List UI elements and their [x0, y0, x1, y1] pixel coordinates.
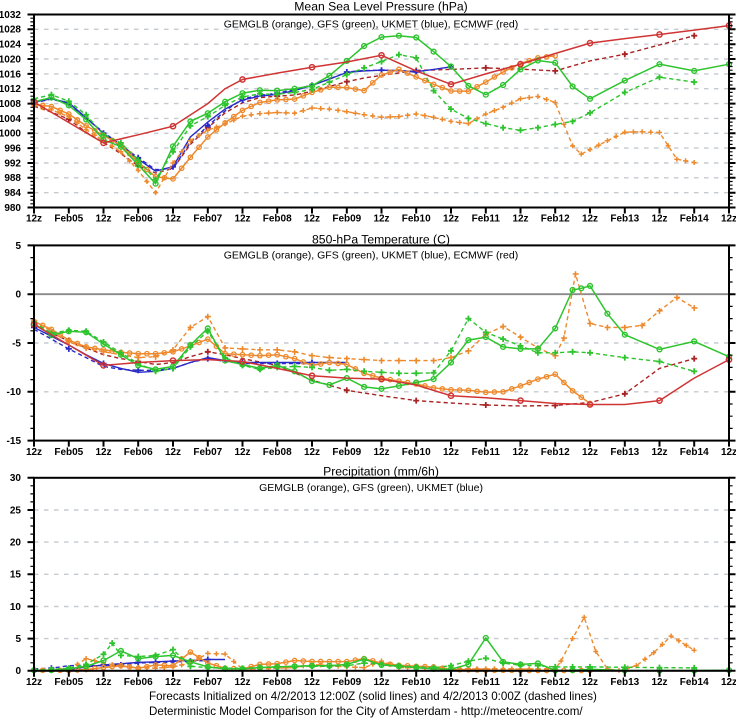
svg-text:12z: 12z: [234, 447, 250, 458]
svg-text:5: 5: [15, 241, 21, 252]
svg-text:Feb09: Feb09: [332, 447, 361, 458]
svg-text:Feb05: Feb05: [54, 677, 83, 688]
svg-text:1028: 1028: [0, 25, 21, 36]
svg-text:Feb09: Feb09: [332, 214, 361, 225]
svg-text:GEMGLB (orange), GFS (green),: GEMGLB (orange), GFS (green), UKMET (blu…: [224, 19, 518, 31]
svg-text:12z: 12z: [234, 214, 250, 225]
svg-text:Feb08: Feb08: [263, 677, 292, 688]
svg-text:12z: 12z: [582, 677, 598, 688]
svg-text:12z: 12z: [165, 447, 181, 458]
svg-text:12z: 12z: [95, 214, 111, 225]
svg-text:Feb07: Feb07: [193, 677, 222, 688]
svg-text:984: 984: [4, 188, 21, 199]
svg-text:Feb14: Feb14: [680, 677, 709, 688]
svg-text:15: 15: [10, 570, 22, 581]
svg-text:12z: 12z: [651, 677, 667, 688]
svg-text:12z: 12z: [373, 677, 389, 688]
svg-text:1004: 1004: [0, 114, 21, 125]
svg-text:Feb10: Feb10: [402, 447, 431, 458]
svg-text:Feb05: Feb05: [54, 447, 83, 458]
svg-text:Feb09: Feb09: [332, 677, 361, 688]
svg-text:GEMGLB (orange), GFS (green),: GEMGLB (orange), GFS (green), UKMET (blu…: [224, 249, 518, 261]
svg-text:Feb11: Feb11: [472, 447, 501, 458]
svg-text:980: 980: [4, 203, 21, 214]
svg-text:30: 30: [10, 473, 22, 484]
svg-text:12z: 12z: [512, 447, 528, 458]
svg-text:Feb13: Feb13: [610, 214, 639, 225]
svg-text:Feb05: Feb05: [54, 214, 83, 225]
svg-text:GEMGLB (orange), GFS (green),: GEMGLB (orange), GFS (green), UKMET (blu…: [259, 482, 483, 494]
svg-text:Feb12: Feb12: [541, 677, 570, 688]
svg-text:12z: 12z: [582, 447, 598, 458]
svg-text:Deterministic Model Comparison: Deterministic Model Comparison for the C…: [149, 705, 583, 718]
svg-text:1012: 1012: [0, 84, 21, 95]
svg-text:1008: 1008: [0, 99, 21, 110]
svg-text:12z: 12z: [651, 214, 667, 225]
svg-text:Feb14: Feb14: [680, 447, 709, 458]
svg-text:850-hPa Temperature (C): 850-hPa Temperature (C): [312, 232, 450, 246]
svg-text:12z: 12z: [304, 447, 320, 458]
svg-text:12z: 12z: [26, 447, 42, 458]
svg-text:Forecasts Initialized on 4/2/2: Forecasts Initialized on 4/2/2013 12:00Z…: [149, 690, 597, 703]
svg-text:1000: 1000: [0, 129, 21, 140]
svg-text:12z: 12z: [304, 214, 320, 225]
svg-text:-15: -15: [7, 436, 22, 447]
svg-text:Feb11: Feb11: [472, 214, 501, 225]
svg-text:12z: 12z: [304, 677, 320, 688]
svg-text:12z: 12z: [373, 214, 389, 225]
svg-text:10: 10: [10, 602, 22, 613]
svg-text:Precipitation (mm/6h): Precipitation (mm/6h): [323, 464, 439, 478]
svg-text:12z: 12z: [95, 447, 111, 458]
svg-text:Feb07: Feb07: [193, 214, 222, 225]
svg-text:Feb10: Feb10: [402, 677, 431, 688]
svg-text:12z: 12z: [443, 214, 459, 225]
svg-text:12z: 12z: [26, 677, 42, 688]
svg-text:Feb13: Feb13: [610, 677, 639, 688]
svg-text:Feb06: Feb06: [124, 447, 153, 458]
svg-text:12z: 12z: [443, 447, 459, 458]
svg-text:Feb14: Feb14: [680, 214, 709, 225]
svg-text:992: 992: [4, 158, 21, 169]
svg-text:Feb08: Feb08: [263, 447, 292, 458]
svg-text:12z: 12z: [721, 214, 736, 225]
svg-text:12z: 12z: [165, 677, 181, 688]
svg-text:0: 0: [15, 290, 21, 301]
svg-text:Mean Sea Level Pressure (hPa): Mean Sea Level Pressure (hPa): [294, 0, 467, 14]
svg-text:1032: 1032: [0, 10, 21, 21]
svg-text:Feb08: Feb08: [263, 214, 292, 225]
svg-text:1024: 1024: [0, 40, 21, 51]
svg-text:12z: 12z: [26, 214, 42, 225]
svg-text:Feb07: Feb07: [193, 447, 222, 458]
svg-text:25: 25: [10, 505, 22, 516]
svg-text:Feb13: Feb13: [610, 447, 639, 458]
svg-text:-10: -10: [7, 387, 22, 398]
svg-text:12z: 12z: [95, 677, 111, 688]
svg-text:1020: 1020: [0, 54, 21, 65]
svg-text:20: 20: [10, 538, 22, 549]
svg-text:12z: 12z: [512, 677, 528, 688]
svg-text:Feb12: Feb12: [541, 214, 570, 225]
svg-text:12z: 12z: [721, 677, 736, 688]
svg-text:12z: 12z: [165, 214, 181, 225]
svg-text:12z: 12z: [582, 214, 598, 225]
svg-text:12z: 12z: [651, 447, 667, 458]
svg-text:0: 0: [15, 666, 21, 677]
svg-text:996: 996: [4, 144, 21, 155]
svg-text:Feb12: Feb12: [541, 447, 570, 458]
svg-text:Feb06: Feb06: [124, 677, 153, 688]
svg-text:12z: 12z: [443, 677, 459, 688]
svg-text:12z: 12z: [512, 214, 528, 225]
svg-text:12z: 12z: [721, 447, 736, 458]
svg-text:5: 5: [15, 634, 21, 645]
svg-text:12z: 12z: [234, 677, 250, 688]
svg-text:Feb10: Feb10: [402, 214, 431, 225]
svg-text:Feb11: Feb11: [472, 677, 501, 688]
svg-text:-5: -5: [12, 338, 21, 349]
svg-text:988: 988: [4, 173, 21, 184]
svg-text:12z: 12z: [373, 447, 389, 458]
svg-text:1016: 1016: [0, 69, 21, 80]
svg-text:Feb06: Feb06: [124, 214, 153, 225]
